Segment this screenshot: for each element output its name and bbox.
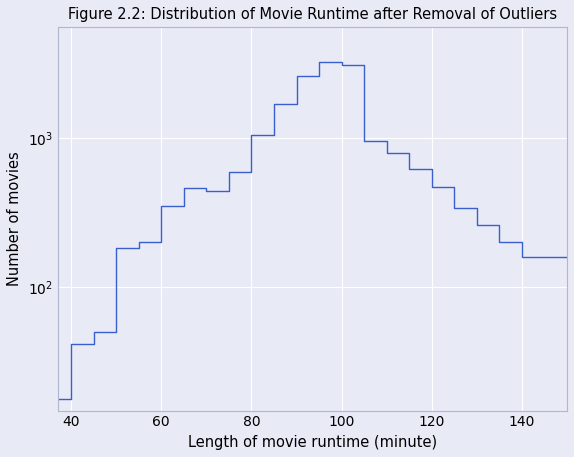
X-axis label: Length of movie runtime (minute): Length of movie runtime (minute) bbox=[188, 435, 437, 450]
Y-axis label: Number of movies: Number of movies bbox=[7, 152, 22, 287]
Title: Figure 2.2: Distribution of Movie Runtime after Removal of Outliers: Figure 2.2: Distribution of Movie Runtim… bbox=[68, 7, 557, 22]
